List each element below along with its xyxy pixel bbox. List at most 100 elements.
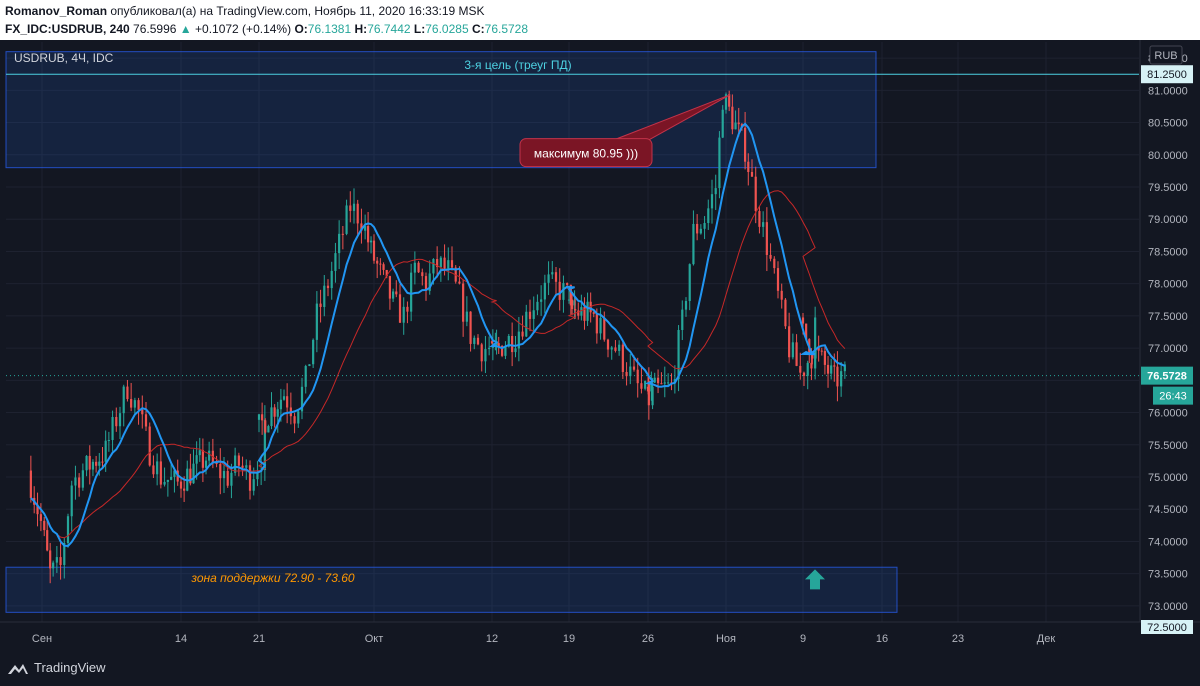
open-value: 76.1381 bbox=[307, 22, 352, 36]
y-tick-label: 79.0000 bbox=[1148, 214, 1188, 226]
candle-body bbox=[98, 461, 101, 466]
candle-body bbox=[245, 465, 248, 468]
y-tick-label: 77.5000 bbox=[1148, 311, 1188, 323]
low-value: 76.0285 bbox=[425, 22, 469, 36]
candle-body bbox=[141, 409, 144, 415]
candle-body bbox=[257, 414, 261, 420]
candle-body bbox=[823, 351, 827, 365]
currency-badge[interactable] bbox=[1149, 45, 1183, 65]
candle-body bbox=[198, 450, 201, 456]
candle-body bbox=[618, 344, 621, 351]
candle-body bbox=[122, 386, 125, 414]
x-tick-label: 21 bbox=[253, 633, 265, 645]
candle-body bbox=[319, 303, 322, 307]
candle-body bbox=[780, 290, 783, 300]
candle-body bbox=[836, 366, 839, 387]
candle-body bbox=[801, 317, 805, 324]
candle-body bbox=[85, 455, 88, 471]
candle-body bbox=[795, 342, 798, 366]
candle-body bbox=[558, 281, 561, 300]
target-price-tag-text: 81.2500 bbox=[1147, 69, 1187, 81]
candle-body bbox=[762, 222, 765, 227]
candle-body bbox=[104, 440, 107, 462]
candle-body bbox=[817, 347, 820, 351]
countdown-tag bbox=[1153, 386, 1193, 405]
candle-body bbox=[111, 416, 114, 441]
candle-body bbox=[252, 479, 255, 491]
candle-body bbox=[599, 317, 602, 334]
candle-body bbox=[201, 450, 204, 468]
candle-body bbox=[799, 365, 802, 373]
candle-body bbox=[263, 419, 266, 470]
candle-body bbox=[603, 317, 606, 340]
candle-body bbox=[747, 161, 750, 172]
candle-body bbox=[402, 306, 405, 323]
candle-body bbox=[692, 223, 695, 265]
candle-body bbox=[684, 301, 688, 310]
price-chart[interactable]: 73.0000 73.5000 74.0000 74.5000 75.0000 75.50… bbox=[0, 40, 1200, 652]
candle-body bbox=[241, 465, 244, 468]
candle-body bbox=[621, 344, 624, 372]
candle-body bbox=[577, 310, 580, 316]
candle-body bbox=[59, 557, 62, 565]
candle-body bbox=[376, 260, 379, 264]
candle-body bbox=[843, 364, 846, 372]
target-zone-rect[interactable] bbox=[5, 51, 877, 169]
candle-body bbox=[179, 481, 183, 489]
candle-body bbox=[653, 377, 656, 383]
candle-body bbox=[586, 301, 589, 321]
high-value: 76.7442 bbox=[367, 22, 411, 36]
candle-body bbox=[424, 276, 428, 291]
candle-body bbox=[264, 420, 267, 433]
candle-body bbox=[208, 450, 211, 461]
candle-body bbox=[392, 291, 395, 299]
candle-body bbox=[731, 106, 734, 130]
ohlc-line: FX_IDC:USDRUB, 240 76.5996 ▲ +0.1072 (+0… bbox=[5, 22, 528, 36]
candle-body bbox=[540, 299, 543, 302]
up-arrow-marker-icon[interactable] bbox=[805, 569, 825, 590]
candle-body bbox=[514, 348, 517, 353]
candle-body bbox=[758, 211, 761, 227]
candle-body bbox=[126, 386, 129, 400]
candle-body bbox=[81, 470, 84, 488]
candle-body bbox=[769, 254, 772, 259]
candle-body bbox=[488, 347, 491, 350]
candle-body bbox=[382, 264, 385, 270]
candle-body bbox=[710, 194, 714, 209]
candle-body bbox=[490, 341, 494, 344]
candle-body bbox=[660, 383, 663, 385]
support-zone-rect[interactable] bbox=[5, 566, 898, 613]
candle-body bbox=[270, 407, 273, 427]
candle-body bbox=[551, 272, 554, 275]
y-tick-label: 73.0000 bbox=[1148, 601, 1188, 613]
candle-body bbox=[840, 371, 843, 387]
candle-body bbox=[632, 366, 636, 370]
publication-header: Romanov_Roman опубликовал(а) на TradingV… bbox=[0, 0, 1200, 40]
candle-body bbox=[166, 479, 169, 482]
author-name[interactable]: Romanov_Roman bbox=[5, 4, 108, 18]
candle-body bbox=[101, 461, 104, 463]
candle-body bbox=[323, 285, 326, 307]
max-callout-box[interactable] bbox=[519, 138, 653, 168]
candle-body bbox=[398, 294, 402, 323]
candle-body bbox=[750, 171, 754, 177]
x-tick-label: 9 bbox=[800, 633, 806, 645]
candle-body bbox=[562, 283, 565, 300]
candle-body bbox=[52, 562, 55, 569]
close-value: 76.5728 bbox=[484, 22, 529, 36]
candle-body bbox=[805, 323, 808, 340]
tradingview-logo[interactable]: TradingView bbox=[8, 660, 106, 675]
y-tick-label: 75.0000 bbox=[1148, 472, 1188, 484]
candle-body bbox=[765, 222, 768, 255]
x-tick-label: 26 bbox=[642, 633, 654, 645]
x-tick-label: Сен bbox=[32, 633, 52, 645]
candle-body bbox=[428, 273, 431, 291]
price-change: +0.1072 (+0.14%) bbox=[195, 22, 292, 36]
candle-body bbox=[728, 94, 731, 107]
candle-body bbox=[63, 543, 66, 565]
candle-body bbox=[315, 303, 318, 340]
y-tick-label: 79.5000 bbox=[1148, 182, 1188, 194]
candle-body bbox=[341, 233, 344, 235]
candle-body bbox=[536, 301, 539, 311]
candle-body bbox=[417, 262, 420, 273]
